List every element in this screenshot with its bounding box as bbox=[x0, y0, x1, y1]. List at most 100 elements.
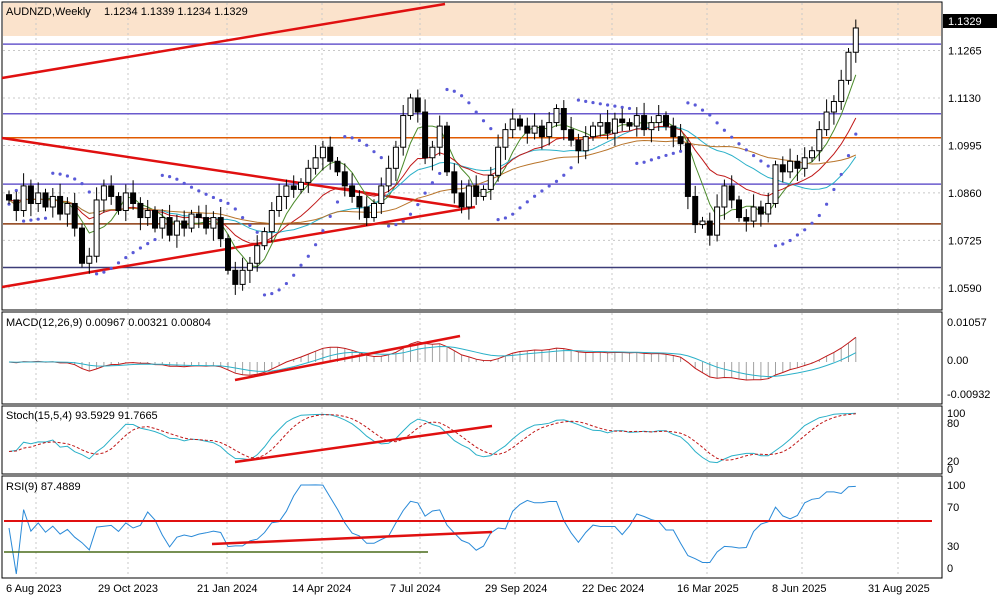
time-tick-label: 31 Aug 2025 bbox=[868, 583, 930, 595]
highlight-zone bbox=[3, 3, 941, 36]
candle-body bbox=[597, 122, 604, 127]
stoch-tick-80: 80 bbox=[947, 418, 959, 430]
parabolic-sar-dot bbox=[219, 198, 223, 203]
candle-body bbox=[268, 210, 275, 233]
parabolic-sar-dot bbox=[197, 189, 201, 193]
parabolic-sar-dot bbox=[744, 148, 748, 152]
parabolic-sar-dot bbox=[474, 110, 478, 114]
candle-body bbox=[765, 202, 772, 215]
stoch-tick-20: 20 bbox=[947, 456, 959, 468]
parabolic-sar-dot bbox=[708, 113, 712, 117]
last-price-label: 1.1329 bbox=[948, 16, 982, 28]
parabolic-sar-dot bbox=[43, 216, 48, 220]
parabolic-sar-dot bbox=[372, 150, 376, 154]
trendline-ascending bbox=[1, 205, 476, 289]
candle-body bbox=[553, 108, 560, 124]
ma-slow-line bbox=[8, 139, 856, 225]
parabolic-sar-dot bbox=[620, 105, 624, 109]
price-tick-label: 1.1130 bbox=[948, 93, 981, 105]
parabolic-sar-dot bbox=[270, 291, 274, 296]
candle-body bbox=[371, 202, 377, 219]
candle-body bbox=[261, 231, 268, 247]
parabolic-sar-dot bbox=[73, 177, 77, 181]
parabolic-sar-dot bbox=[679, 149, 683, 153]
parabolic-sar-dot bbox=[759, 159, 763, 163]
parabolic-sar-dot bbox=[328, 214, 332, 218]
candle-body bbox=[130, 192, 137, 204]
parabolic-sar-dot bbox=[693, 103, 697, 107]
parabolic-sar-dot bbox=[533, 194, 537, 198]
candle-body bbox=[692, 195, 699, 226]
parabolic-sar-dot bbox=[781, 242, 785, 246]
candle-body bbox=[451, 171, 458, 194]
parabolic-sar-dot bbox=[182, 181, 186, 185]
candle-body bbox=[429, 146, 436, 159]
candle-body bbox=[582, 136, 589, 152]
time-tick-label: 29 Sep 2024 bbox=[485, 583, 547, 595]
parabolic-sar-dot bbox=[489, 127, 493, 131]
candle-body bbox=[173, 220, 180, 236]
candle-body bbox=[407, 97, 414, 117]
candle-body bbox=[385, 167, 392, 187]
parabolic-sar-dot bbox=[591, 100, 595, 105]
parabolic-sar-dot bbox=[613, 104, 617, 108]
candle-body bbox=[79, 227, 85, 264]
candle-body bbox=[809, 150, 815, 159]
candle-body bbox=[363, 206, 370, 219]
candle-body bbox=[137, 202, 144, 219]
candle-body bbox=[298, 181, 304, 190]
parabolic-sar-dot bbox=[95, 272, 99, 276]
parabolic-sar-dot bbox=[817, 213, 821, 218]
candle-body bbox=[816, 129, 823, 152]
parabolic-sar-dot bbox=[467, 101, 471, 105]
parabolic-sar-dot bbox=[343, 135, 347, 139]
candle-body bbox=[327, 146, 334, 162]
parabolic-sar-dot bbox=[365, 143, 369, 147]
candle-body bbox=[400, 115, 407, 148]
candle-body bbox=[830, 100, 837, 113]
parabolic-sar-dot bbox=[773, 244, 778, 248]
price-tick-label: 1.0995 bbox=[948, 140, 982, 152]
candle-body bbox=[115, 195, 122, 212]
parabolic-sar-dot bbox=[175, 177, 179, 181]
candle-body bbox=[633, 115, 640, 127]
candle-body bbox=[823, 111, 830, 131]
stoch-trendline bbox=[234, 424, 493, 464]
candle-body bbox=[100, 185, 107, 201]
candle-body bbox=[495, 146, 502, 176]
parabolic-sar-dot bbox=[262, 293, 267, 297]
parabolic-sar-dot bbox=[430, 181, 434, 185]
candle-body bbox=[195, 213, 202, 219]
candle-body bbox=[772, 164, 779, 204]
parabolic-sar-dot bbox=[854, 132, 858, 136]
parabolic-sar-dot bbox=[416, 203, 420, 207]
candle-body bbox=[619, 118, 626, 124]
candle-body bbox=[801, 157, 808, 169]
parabolic-sar-dot bbox=[795, 233, 800, 237]
parabolic-sar-dot bbox=[825, 202, 829, 206]
parabolic-sar-dot bbox=[306, 254, 310, 258]
parabolic-sar-dot bbox=[299, 263, 303, 267]
parabolic-sar-dot bbox=[314, 243, 318, 247]
parabolic-sar-dot bbox=[335, 200, 340, 204]
parabolic-sar-dot bbox=[598, 102, 602, 106]
parabolic-sar-dot bbox=[737, 142, 741, 146]
parabolic-sar-dot bbox=[124, 255, 128, 260]
candle-body bbox=[203, 217, 210, 229]
candle-body bbox=[290, 185, 297, 190]
candle-body bbox=[93, 199, 100, 257]
parabolic-sar-dot bbox=[788, 238, 792, 243]
candle-body bbox=[57, 195, 64, 215]
parabolic-sar-dot bbox=[146, 242, 150, 246]
candle-body bbox=[319, 146, 326, 159]
candle-body bbox=[743, 217, 750, 222]
parabolic-sar-dot bbox=[116, 261, 121, 265]
parabolic-sar-dot bbox=[700, 108, 705, 112]
parabolic-sar-dot bbox=[277, 288, 281, 292]
candle-body bbox=[706, 220, 713, 236]
time-tick-label: 16 Mar 2025 bbox=[677, 583, 739, 595]
candle-body bbox=[531, 125, 538, 134]
candle-body bbox=[524, 125, 531, 134]
candle-body bbox=[13, 199, 20, 212]
